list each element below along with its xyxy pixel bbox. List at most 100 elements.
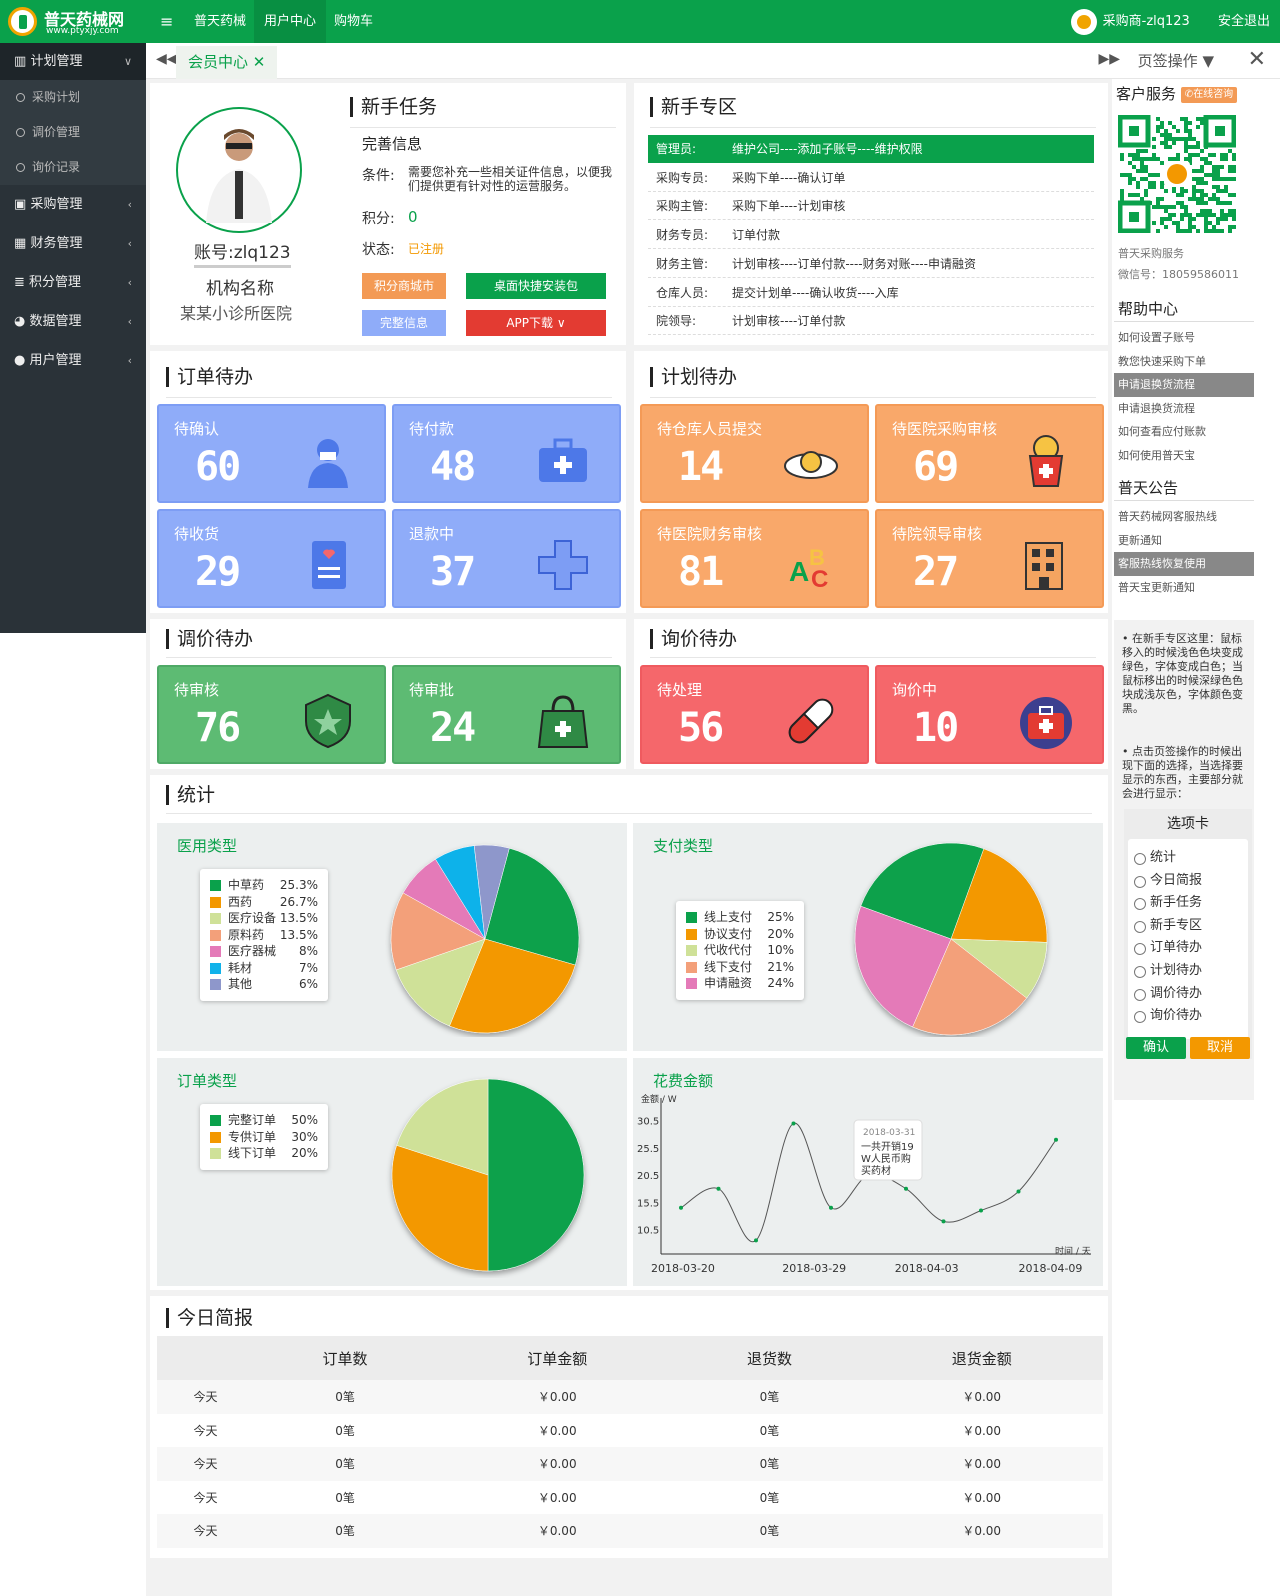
- role-row[interactable]: 采购专员: 采购下单----确认订单: [648, 164, 1094, 192]
- brief-header: 退货数: [678, 1336, 861, 1380]
- tab-prev-icon[interactable]: ◀◀: [156, 51, 178, 67]
- pie-slice[interactable]: [390, 892, 486, 971]
- option-radio[interactable]: 计划待办: [1128, 960, 1248, 983]
- option-radio[interactable]: 今日简报: [1128, 870, 1248, 893]
- sidebar-sub-price[interactable]: 调价管理: [0, 115, 146, 150]
- sidebar-item-users[interactable]: ● 用户管理 ‹: [0, 341, 146, 380]
- nav-cart[interactable]: 购物车: [334, 14, 374, 29]
- pie-slice[interactable]: [912, 938, 1028, 1036]
- online-consult-button[interactable]: ✆在线咨询: [1180, 86, 1238, 103]
- option-radio[interactable]: 调价待办: [1128, 983, 1248, 1006]
- pie-slice[interactable]: [473, 844, 510, 940]
- notice-link[interactable]: 更新通知: [1118, 533, 1162, 547]
- close-all-icon[interactable]: ✕: [1247, 47, 1266, 72]
- option-radio[interactable]: 订单待办: [1128, 937, 1248, 960]
- tab-next-icon[interactable]: ▶▶: [1098, 51, 1120, 67]
- svg-text:A: A: [789, 556, 809, 587]
- chart-title: 支付类型: [653, 837, 714, 855]
- data-point[interactable]: [716, 1186, 721, 1191]
- card-warehouse-submit[interactable]: 待仓库人员提交 14: [640, 404, 869, 503]
- install-package-button[interactable]: 桌面快捷安装包: [466, 273, 606, 299]
- role-row[interactable]: 仓库人员: 提交计划单----确认收货----入库: [648, 279, 1094, 307]
- sidebar-item-finance[interactable]: ▦ 财务管理 ‹: [0, 224, 146, 263]
- role-row[interactable]: 院领导: 计划审核----订单付款: [648, 307, 1094, 336]
- service-title: 客户服务 ✆在线咨询: [1114, 79, 1254, 109]
- confirm-button[interactable]: 确认: [1126, 1037, 1186, 1059]
- data-point[interactable]: [791, 1121, 796, 1126]
- data-point[interactable]: [754, 1238, 758, 1243]
- sidebar-sub-plan[interactable]: 采购计划: [0, 80, 146, 115]
- card-hospital-purchase-review[interactable]: 待医院采购审核 69: [875, 404, 1104, 503]
- sidebar-sub-inquiry[interactable]: 询价记录: [0, 150, 146, 185]
- help-link[interactable]: 申请退换货流程: [1114, 373, 1254, 397]
- pie-slice[interactable]: [396, 1078, 489, 1176]
- option-radio[interactable]: 新手任务: [1128, 892, 1248, 915]
- notice-link[interactable]: 客服热线恢复使用: [1114, 552, 1254, 576]
- pie-slice[interactable]: [484, 847, 580, 966]
- notice-link[interactable]: 普天宝更新通知: [1118, 580, 1195, 594]
- data-point[interactable]: [679, 1205, 683, 1210]
- legend-swatch: [210, 1115, 221, 1126]
- sidebar-item-plan[interactable]: ▥ 计划管理 ∨: [0, 43, 146, 80]
- role-row[interactable]: 管理员: 维护公司----添加子账号----维护权限: [648, 135, 1094, 163]
- card-pending-receipt[interactable]: 待收货 29: [157, 509, 386, 608]
- avatar[interactable]: [1070, 8, 1097, 35]
- sidebar-item-points[interactable]: ≣ 积分管理 ‹: [0, 263, 146, 302]
- data-point[interactable]: [979, 1208, 983, 1213]
- page-ops-dropdown[interactable]: 页签操作 ▼: [1137, 52, 1214, 70]
- data-point[interactable]: [1016, 1189, 1021, 1194]
- sidebar-item-data[interactable]: ◕ 数据管理 ‹: [0, 302, 146, 341]
- x-tick-label: 2018-03-20: [651, 1262, 715, 1275]
- data-point[interactable]: [904, 1186, 908, 1191]
- table-row: 今天 0笔 ￥0.00 0笔 ￥0.00: [157, 1514, 1103, 1548]
- brand-logo[interactable]: 普天药械网 www.ptyxjy.com: [8, 5, 138, 39]
- logout-link[interactable]: 安全退出: [1217, 14, 1270, 29]
- data-point[interactable]: [829, 1205, 833, 1210]
- data-point[interactable]: [941, 1219, 946, 1224]
- pie-slice[interactable]: [950, 848, 1048, 943]
- complete-info-button[interactable]: 完整信息: [362, 310, 446, 336]
- pie-slice[interactable]: [854, 905, 952, 1028]
- role-row[interactable]: 财务专员: 订单付款: [648, 221, 1094, 250]
- close-icon[interactable]: ✕: [252, 53, 266, 71]
- option-radio[interactable]: 统计: [1128, 847, 1248, 870]
- help-link[interactable]: 如何查看应付账款: [1118, 425, 1206, 438]
- card-pending-process[interactable]: 待处理 56: [640, 665, 869, 764]
- pie-slice[interactable]: [395, 938, 486, 1027]
- card-pending-audit[interactable]: 待审核 76: [157, 665, 386, 764]
- card-pending-payment[interactable]: 待付款 48: [392, 404, 621, 503]
- chart-payment-type: 支付类型 线上支付 25% 协议支付 20% 代收代付 10% 线下支付 21% 申请融资 24%: [633, 823, 1103, 1051]
- points-mall-button[interactable]: 积分商城市: [362, 273, 446, 299]
- data-point[interactable]: [1054, 1137, 1058, 1142]
- help-link[interactable]: 教您快速采购下单: [1118, 354, 1206, 368]
- tab-member-center[interactable]: 会员中心 ✕: [176, 46, 278, 79]
- card-inquiring[interactable]: 询价中 10: [875, 665, 1104, 764]
- help-link[interactable]: 如何设置子账号: [1118, 331, 1195, 344]
- card-pending-confirm[interactable]: 待确认 60: [157, 404, 386, 503]
- user-label[interactable]: 采购商-zlq123: [1102, 14, 1190, 29]
- pie-slice[interactable]: [391, 1145, 489, 1272]
- pie-slice[interactable]: [860, 842, 985, 940]
- pie-slice[interactable]: [449, 938, 576, 1034]
- legend-swatch: [210, 962, 221, 974]
- table-cell: 今天: [157, 1514, 255, 1548]
- app-download-button[interactable]: APP下载 ∨: [466, 310, 606, 336]
- notice-link[interactable]: 普天药械网客服热线: [1118, 510, 1217, 523]
- role-row[interactable]: 采购主管: 采购下单----计划审核: [648, 192, 1094, 221]
- option-radio[interactable]: 新手专区: [1128, 915, 1248, 938]
- card-pending-approval[interactable]: 待审批 24: [392, 665, 621, 764]
- help-link[interactable]: 申请退换货流程: [1118, 401, 1195, 415]
- pie-slice[interactable]: [487, 1078, 585, 1272]
- nav-user-center[interactable]: 用户中心: [254, 0, 327, 43]
- cancel-button[interactable]: 取消: [1190, 1037, 1250, 1059]
- role-row[interactable]: 财务主管: 计划审核----订单付款----财务对账----申请融资: [648, 250, 1094, 278]
- card-refunding[interactable]: 退款中 37: [392, 509, 621, 608]
- y-axis-label: 金额 / W: [641, 1093, 677, 1105]
- help-link[interactable]: 如何使用普天宝: [1118, 448, 1195, 462]
- sidebar-item-purchase[interactable]: ▣ 采购管理 ‹: [0, 185, 146, 224]
- nav-putian[interactable]: 普天药械: [194, 14, 247, 29]
- card-leader-review[interactable]: 待院领导审核 27: [875, 509, 1104, 608]
- option-radio[interactable]: 询价待办: [1128, 1005, 1248, 1028]
- menu-toggle-icon[interactable]: ≡: [160, 12, 174, 31]
